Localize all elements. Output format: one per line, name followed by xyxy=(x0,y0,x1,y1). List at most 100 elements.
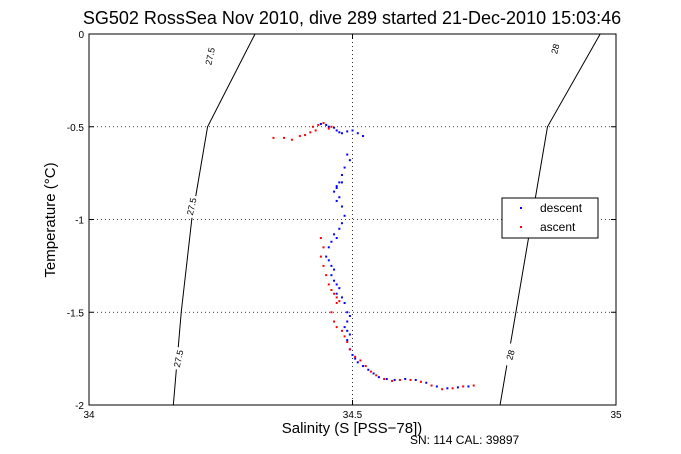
descent-point xyxy=(335,129,338,132)
ascent-point xyxy=(409,378,412,381)
y-tick-label: -1 xyxy=(75,216,84,227)
y-tick-label: 0 xyxy=(78,30,84,41)
x-tick-label: 34.5 xyxy=(343,410,363,421)
ascent-point xyxy=(338,300,341,303)
ascent-point xyxy=(383,378,386,381)
axis-ticks: 34 34.5 35 0 -0.5 -1 -1.5 -2 xyxy=(67,30,622,421)
ascent-point xyxy=(364,365,367,368)
ascent-point xyxy=(420,380,423,383)
descent-point xyxy=(346,311,349,314)
ascent-point xyxy=(346,340,349,343)
ascent-point xyxy=(304,134,307,137)
legend-marker-ascent xyxy=(520,226,522,228)
descent-point xyxy=(343,326,346,329)
descent-point xyxy=(335,199,338,202)
descent-point xyxy=(343,214,346,217)
descent-point xyxy=(333,190,336,193)
descent-point xyxy=(362,135,365,138)
ascent-point xyxy=(322,246,325,249)
descent-point xyxy=(327,246,330,249)
descent-point xyxy=(325,255,328,258)
ascent-point xyxy=(472,384,475,387)
ascent-point xyxy=(335,301,338,304)
ascent-point xyxy=(322,264,325,267)
ascent-point xyxy=(391,379,394,382)
ascent-point xyxy=(359,359,362,362)
ascent-point xyxy=(282,136,285,139)
descent-point xyxy=(467,385,470,388)
legend-label-descent: descent xyxy=(540,201,583,215)
descent-point xyxy=(327,125,330,128)
contour-label-27.5: 27.5 xyxy=(172,349,186,368)
contour-label-bg xyxy=(545,36,566,62)
ascent-point xyxy=(290,138,293,141)
descent-point xyxy=(338,131,341,134)
ascent-point xyxy=(322,122,325,125)
ascent-point xyxy=(348,348,351,351)
descent-point xyxy=(330,274,333,277)
ascent-point xyxy=(343,335,346,338)
contour-label-27.5: 27.5 xyxy=(203,47,217,66)
ascent-point xyxy=(330,125,333,128)
y-tick-label: -2 xyxy=(75,401,84,412)
ascent-point xyxy=(272,136,275,139)
descent-point xyxy=(348,314,351,317)
contour-label-28: 28 xyxy=(504,349,516,361)
ascent-point xyxy=(441,388,444,391)
descent-point xyxy=(348,159,351,162)
ascent-point xyxy=(335,296,338,299)
serial-calibration-footer: SN: 114 CAL: 39897 xyxy=(410,433,520,447)
descent-point xyxy=(346,339,349,342)
ascent-point xyxy=(325,274,328,277)
density-contours: 27.5 27.5 27.5 28 28 xyxy=(169,33,601,406)
descent-point xyxy=(330,264,333,267)
chart-title: SG502 RossSea Nov 2010, dive 289 started… xyxy=(83,8,621,28)
legend: descent ascent xyxy=(501,197,599,239)
descent-point xyxy=(335,237,338,240)
ascent-point xyxy=(319,237,322,240)
ascent-point xyxy=(298,135,301,138)
descent-point xyxy=(351,129,354,132)
x-tick-label: 35 xyxy=(610,410,622,421)
descent-point xyxy=(343,301,346,304)
data-points xyxy=(272,122,475,391)
descent-point xyxy=(340,173,343,176)
ascent-point xyxy=(314,129,317,132)
descent-point xyxy=(346,130,349,133)
ascent-point xyxy=(462,385,465,388)
descent-point xyxy=(319,122,322,125)
ascent-point xyxy=(330,311,333,314)
x-axis-label: Salinity (S [PSS−78]) xyxy=(282,420,422,437)
y-tick-label: -0.5 xyxy=(67,123,85,134)
descent-point xyxy=(338,227,341,230)
descent-point xyxy=(335,185,338,188)
descent-point xyxy=(333,279,336,282)
descent-point xyxy=(346,320,349,323)
contour-label-28: 28 xyxy=(549,43,561,55)
contour-label-bg xyxy=(500,342,521,368)
descent-point xyxy=(335,186,338,189)
descent-point xyxy=(330,240,333,243)
x-tick-label: 34 xyxy=(83,410,95,421)
contour-label-27.5: 27.5 xyxy=(185,197,199,216)
descent-point xyxy=(327,259,330,262)
descent-point xyxy=(362,365,365,368)
descent-point xyxy=(372,372,375,375)
descent-point xyxy=(340,296,343,299)
descent-point xyxy=(354,357,357,360)
y-axis-label: Temperature (°C) xyxy=(42,162,59,277)
ascent-point xyxy=(333,320,336,323)
legend-box xyxy=(501,197,599,239)
ascent-point xyxy=(369,370,372,373)
legend-label-ascent: ascent xyxy=(540,220,576,234)
ascent-point xyxy=(335,326,338,329)
descent-point xyxy=(340,132,343,135)
descent-point xyxy=(338,196,341,199)
descent-point xyxy=(446,387,449,390)
ascent-point xyxy=(375,374,378,377)
descent-point xyxy=(338,181,341,184)
descent-point xyxy=(414,378,417,381)
ascent-point xyxy=(311,125,314,128)
descent-point xyxy=(351,353,354,356)
descent-point xyxy=(356,361,359,364)
